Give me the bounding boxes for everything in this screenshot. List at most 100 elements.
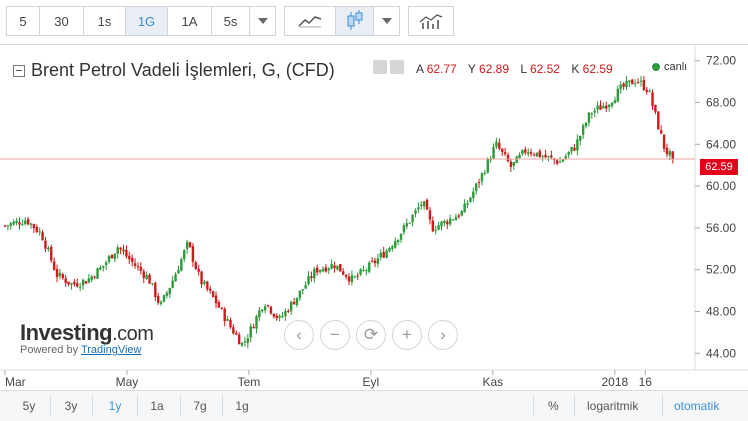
range-1g-button[interactable]: 1g bbox=[235, 399, 249, 413]
reset-chart-button[interactable]: ⟳ bbox=[356, 320, 386, 350]
percent-scale-toggle[interactable]: % bbox=[548, 399, 559, 413]
candle-body bbox=[411, 214, 414, 223]
candle-body bbox=[396, 239, 400, 242]
candle-body bbox=[437, 225, 440, 230]
candle-body bbox=[206, 281, 209, 290]
eye-icon[interactable] bbox=[373, 60, 387, 74]
candle-body bbox=[428, 210, 432, 220]
candle-body bbox=[67, 281, 70, 285]
last-price-tag: 62.59 bbox=[700, 159, 738, 175]
candle-body bbox=[298, 290, 302, 299]
candle-body bbox=[356, 275, 359, 277]
candle-body bbox=[665, 147, 669, 155]
candle-body bbox=[596, 105, 599, 110]
x-tick-label: Tem bbox=[238, 375, 261, 389]
ohlc-open-value: 62.77 bbox=[426, 62, 457, 76]
candle-body bbox=[324, 267, 328, 272]
candle-body bbox=[587, 112, 591, 123]
interval-1g-button[interactable]: 1G bbox=[126, 6, 168, 36]
candle-body bbox=[483, 172, 487, 174]
candle-body bbox=[73, 281, 76, 285]
range-1y-button[interactable]: 1y bbox=[108, 399, 122, 413]
candle-body bbox=[521, 149, 524, 154]
candle-body bbox=[6, 225, 10, 227]
range-5y-button[interactable]: 5y bbox=[22, 399, 36, 413]
candle-body bbox=[593, 110, 596, 113]
candle-body bbox=[474, 183, 478, 191]
log-scale-toggle[interactable]: logaritmik bbox=[587, 399, 639, 413]
candle-body bbox=[130, 257, 134, 263]
interval-1s-button[interactable]: 1s bbox=[84, 6, 126, 36]
line-chart-style-button[interactable] bbox=[284, 6, 336, 36]
candle-body bbox=[642, 79, 646, 90]
zoom-in-button[interactable]: + bbox=[392, 320, 422, 350]
range-3y-button[interactable]: 3y bbox=[64, 399, 78, 413]
candle-body bbox=[258, 310, 261, 318]
auto-scale-toggle[interactable]: otomatik bbox=[674, 399, 720, 413]
indicators-button[interactable] bbox=[408, 6, 454, 36]
candle-body bbox=[162, 295, 166, 302]
tradingview-link[interactable]: TradingView bbox=[80, 344, 142, 356]
candle-body bbox=[229, 320, 232, 328]
settings-icon[interactable] bbox=[390, 60, 404, 74]
candlestick-style-button[interactable] bbox=[336, 6, 374, 36]
candle-body bbox=[180, 259, 183, 271]
zoom-out-button[interactable]: − bbox=[320, 320, 350, 350]
interval-30-button[interactable]: 30 bbox=[40, 6, 84, 36]
range-1a-button[interactable]: 1a bbox=[150, 399, 164, 413]
candle-body bbox=[47, 247, 50, 250]
candle-body bbox=[619, 84, 622, 90]
candle-body bbox=[327, 268, 330, 271]
candle-body bbox=[576, 139, 579, 151]
chart-style-dropdown-button[interactable] bbox=[374, 6, 400, 36]
interval-1a-button[interactable]: 1A bbox=[168, 6, 212, 36]
candle-body bbox=[425, 199, 429, 210]
candle-body bbox=[24, 220, 27, 225]
candle-body bbox=[579, 135, 582, 141]
candle-body bbox=[177, 269, 180, 274]
candle-body bbox=[64, 278, 67, 284]
candle-body bbox=[553, 158, 556, 160]
candle-body bbox=[573, 147, 576, 151]
collapse-legend-icon[interactable] bbox=[13, 64, 25, 77]
candle-body bbox=[544, 154, 547, 158]
candle-body bbox=[157, 295, 160, 303]
candle-body bbox=[373, 260, 377, 264]
x-tick-label: Mar bbox=[5, 375, 26, 389]
ohlc-open-key: A bbox=[416, 62, 424, 76]
candle-body bbox=[275, 315, 278, 319]
range-separator bbox=[50, 395, 51, 417]
candle-body bbox=[249, 326, 252, 338]
candle-body bbox=[246, 338, 250, 344]
candle-body bbox=[671, 151, 674, 160]
scroll-right-button[interactable]: › bbox=[428, 320, 458, 350]
candle-body bbox=[284, 310, 287, 317]
candle-body bbox=[211, 291, 215, 297]
ohlc-high-value: 62.89 bbox=[478, 62, 510, 76]
candle-body bbox=[41, 232, 44, 241]
interval-dropdown-button[interactable] bbox=[250, 6, 276, 36]
range-7g-button[interactable]: 7g bbox=[193, 399, 207, 413]
range-separator bbox=[533, 395, 534, 417]
chart-toolbar: 5 30 1s 1G 1A 5s bbox=[0, 0, 748, 45]
candle-body bbox=[12, 221, 15, 225]
candle-body bbox=[38, 231, 41, 233]
candle-body bbox=[659, 130, 663, 134]
candle-body bbox=[165, 292, 169, 296]
y-tick-label: 64.00 bbox=[706, 137, 736, 151]
candle-body bbox=[555, 160, 559, 164]
logo-tail-text: .com bbox=[112, 323, 154, 345]
interval-5-button[interactable]: 5 bbox=[6, 6, 40, 36]
x-tick-label: Eyl bbox=[363, 375, 380, 389]
candle-body bbox=[558, 161, 562, 163]
candle-body bbox=[203, 281, 206, 284]
candle-body bbox=[379, 252, 382, 258]
candle-body bbox=[35, 226, 38, 233]
candle-body bbox=[616, 88, 620, 102]
candlestick-icon bbox=[347, 10, 362, 30]
candle-body bbox=[515, 156, 518, 164]
interval-5s-button[interactable]: 5s bbox=[212, 6, 250, 36]
candle-body bbox=[269, 306, 273, 314]
y-tick-label: 48.00 bbox=[706, 304, 736, 318]
scroll-left-button[interactable]: ‹ bbox=[284, 320, 314, 350]
